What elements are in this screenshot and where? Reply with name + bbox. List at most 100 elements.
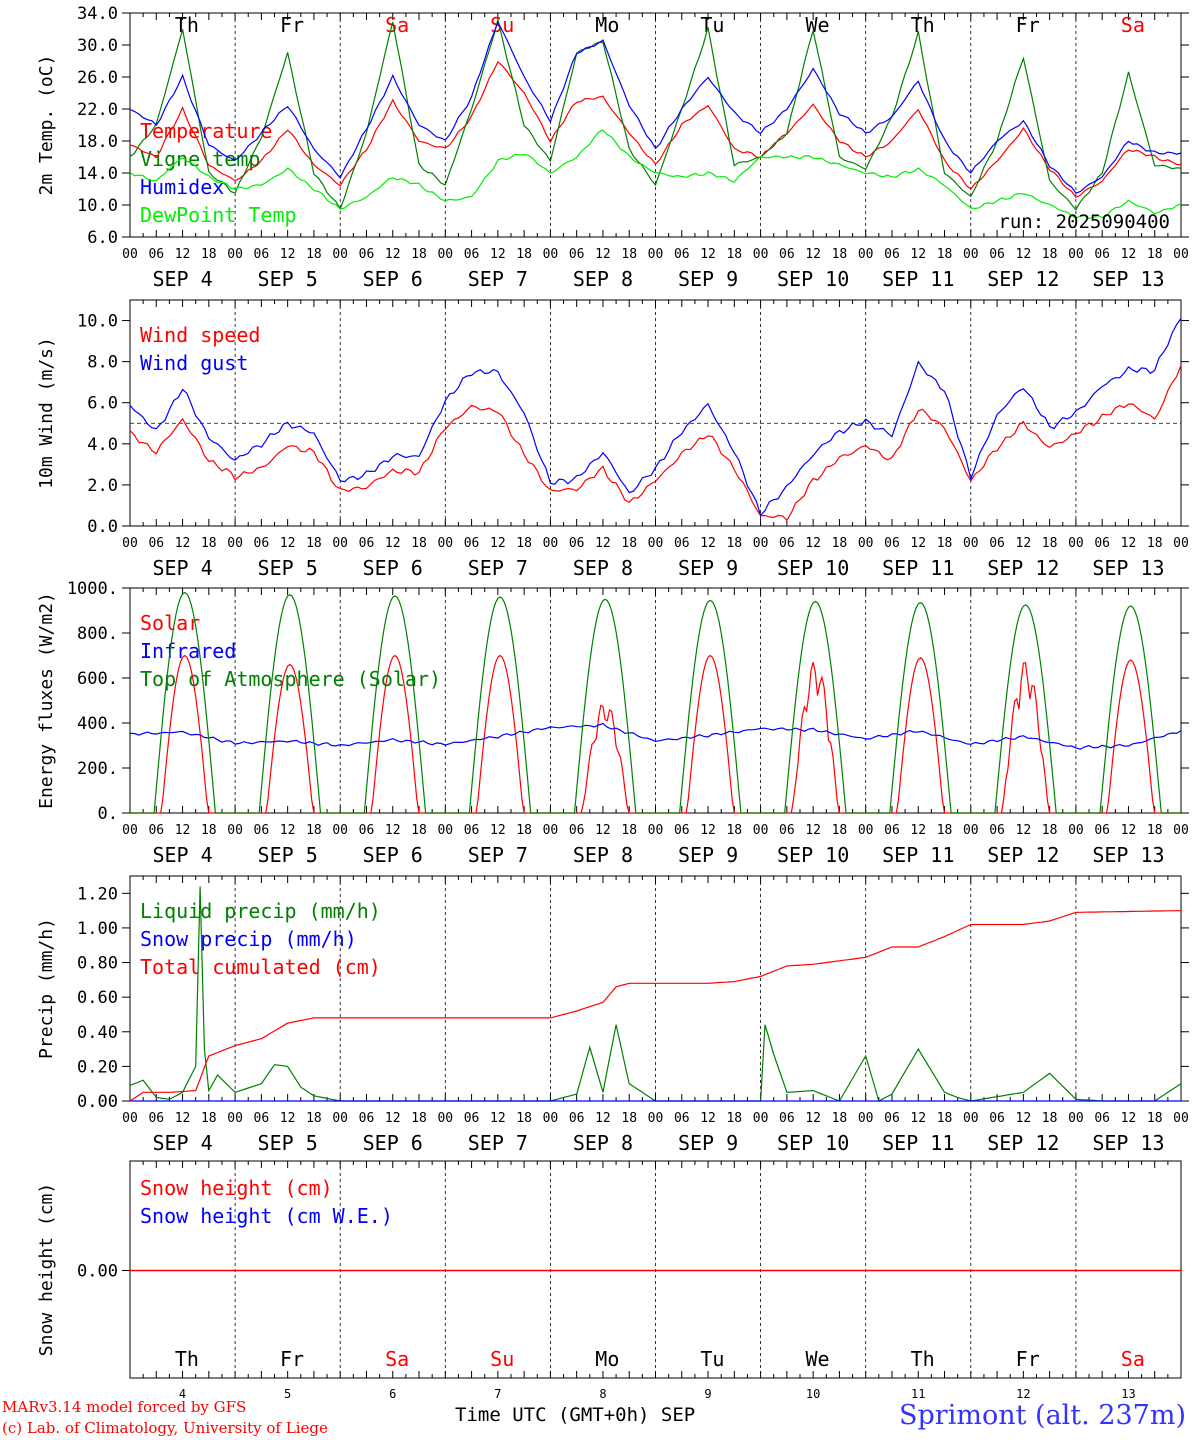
x-tick-label: 18 xyxy=(411,823,427,838)
legend-entry: Total cumulated (cm) xyxy=(140,955,381,979)
x-tick-label: 18 xyxy=(201,247,217,262)
series-line-wind-speed xyxy=(129,364,1182,522)
x-tick-label: 06 xyxy=(148,1111,164,1126)
date-label: SEP 4 xyxy=(152,556,212,580)
x-tick-label: 12 xyxy=(385,247,401,262)
x-tick-label: 00 xyxy=(1173,247,1189,262)
day-number-label: 11 xyxy=(911,1387,925,1401)
y-tick-label: 1000. xyxy=(67,579,118,599)
day-number-label: 12 xyxy=(1016,1387,1030,1401)
weekday-label: We xyxy=(805,1347,829,1371)
date-label: SEP 6 xyxy=(363,556,423,580)
x-tick-label: 06 xyxy=(148,823,164,838)
credit-line-2: (c) Lab. of Climatology, University of L… xyxy=(2,1419,328,1437)
x-tick-label: 18 xyxy=(411,1111,427,1126)
x-tick-label: 12 xyxy=(175,1111,191,1126)
x-tick-label: 12 xyxy=(280,536,296,551)
legend-entry: Solar xyxy=(140,611,200,635)
date-label: SEP 10 xyxy=(777,1131,849,1155)
x-tick-label: 18 xyxy=(832,1111,848,1126)
x-tick-label: 00 xyxy=(332,1111,348,1126)
x-tick-label: 12 xyxy=(385,823,401,838)
y-tick-label: 0.60 xyxy=(77,988,118,1008)
x-tick-label: 12 xyxy=(805,247,821,262)
x-tick-label: 12 xyxy=(175,823,191,838)
x-tick-label: 18 xyxy=(411,247,427,262)
series-line-temperature xyxy=(129,61,1182,199)
x-tick-label: 06 xyxy=(569,536,585,551)
y-tick-label: 0.80 xyxy=(77,954,118,974)
y-tick-label: 0.0 xyxy=(87,517,118,537)
date-label: SEP 13 xyxy=(1092,556,1164,580)
weekday-label: Sa xyxy=(1121,13,1145,37)
x-tick-label: 12 xyxy=(595,1111,611,1126)
weekday-label: Th xyxy=(911,1347,935,1371)
x-tick-label: 18 xyxy=(937,1111,953,1126)
x-tick-label: 12 xyxy=(595,823,611,838)
time-axis-month: SEP xyxy=(660,1404,696,1426)
x-tick-label: 18 xyxy=(306,1111,322,1126)
x-tick-label: 06 xyxy=(674,1111,690,1126)
y-tick-label: 1.00 xyxy=(77,919,118,939)
x-tick-label: 06 xyxy=(254,536,270,551)
x-tick-label: 06 xyxy=(254,823,270,838)
x-tick-label: 00 xyxy=(963,1111,979,1126)
x-tick-label: 06 xyxy=(779,536,795,551)
weekday-label: Fr xyxy=(280,13,304,37)
date-label: SEP 6 xyxy=(363,843,423,867)
legend-entry: Vigne temp xyxy=(140,147,260,171)
time-axis-title: Time UTC (GMT+0h) SEP xyxy=(455,1404,695,1426)
x-tick-label: 00 xyxy=(122,247,138,262)
day-number-label: 8 xyxy=(599,1387,606,1401)
date-label: SEP 8 xyxy=(573,267,633,291)
x-tick-label: 00 xyxy=(543,1111,559,1126)
y-tick-label: 800. xyxy=(77,624,118,644)
date-label: SEP 9 xyxy=(678,556,738,580)
y-tick-label: 8.0 xyxy=(87,353,118,373)
weekday-label: Fr xyxy=(1016,13,1040,37)
weekday-label: Mo xyxy=(595,1347,619,1371)
day-number-label: 7 xyxy=(494,1387,501,1401)
x-tick-label: 00 xyxy=(437,823,453,838)
weekday-label: Fr xyxy=(1016,1347,1040,1371)
day-number-label: 5 xyxy=(284,1387,291,1401)
x-tick-label: 00 xyxy=(122,536,138,551)
y-tick-label: 34.0 xyxy=(77,4,118,24)
x-tick-label: 00 xyxy=(437,536,453,551)
x-tick-label: 12 xyxy=(700,247,716,262)
x-tick-label: 06 xyxy=(674,536,690,551)
x-tick-label: 00 xyxy=(963,536,979,551)
x-tick-label: 12 xyxy=(280,1111,296,1126)
x-tick-label: 12 xyxy=(805,1111,821,1126)
x-tick-label: 12 xyxy=(1016,247,1032,262)
x-tick-label: 18 xyxy=(1042,823,1058,838)
series-line-wind-gust xyxy=(129,318,1182,517)
x-tick-label: 00 xyxy=(227,536,243,551)
series-line-infrared xyxy=(129,722,1182,750)
panel-frame-3 xyxy=(129,587,1182,814)
day-number-label: 6 xyxy=(389,1387,396,1401)
x-tick-label: 00 xyxy=(753,1111,769,1126)
x-tick-label: 18 xyxy=(1042,1111,1058,1126)
x-tick-label: 12 xyxy=(280,247,296,262)
weekday-label: Tu xyxy=(700,13,724,37)
x-tick-label: 06 xyxy=(989,1111,1005,1126)
y-tick-label: 10.0 xyxy=(77,312,118,332)
x-tick-label: 18 xyxy=(516,1111,532,1126)
date-label: SEP 8 xyxy=(573,556,633,580)
x-tick-label: 06 xyxy=(148,536,164,551)
x-tick-label: 06 xyxy=(464,536,480,551)
x-tick-label: 00 xyxy=(648,823,664,838)
day-number-label: 9 xyxy=(704,1387,711,1401)
day-number-label: 4 xyxy=(179,1387,186,1401)
x-tick-label: 00 xyxy=(437,247,453,262)
x-tick-label: 06 xyxy=(779,247,795,262)
y-tick-label: 0.40 xyxy=(77,1023,118,1043)
x-tick-label: 00 xyxy=(753,536,769,551)
date-label: SEP 5 xyxy=(258,1131,318,1155)
x-tick-label: 18 xyxy=(937,823,953,838)
legend-entry: Snow height (cm) xyxy=(140,1176,333,1200)
date-label: SEP 9 xyxy=(678,843,738,867)
x-tick-label: 12 xyxy=(910,823,926,838)
date-label: SEP 12 xyxy=(987,267,1059,291)
